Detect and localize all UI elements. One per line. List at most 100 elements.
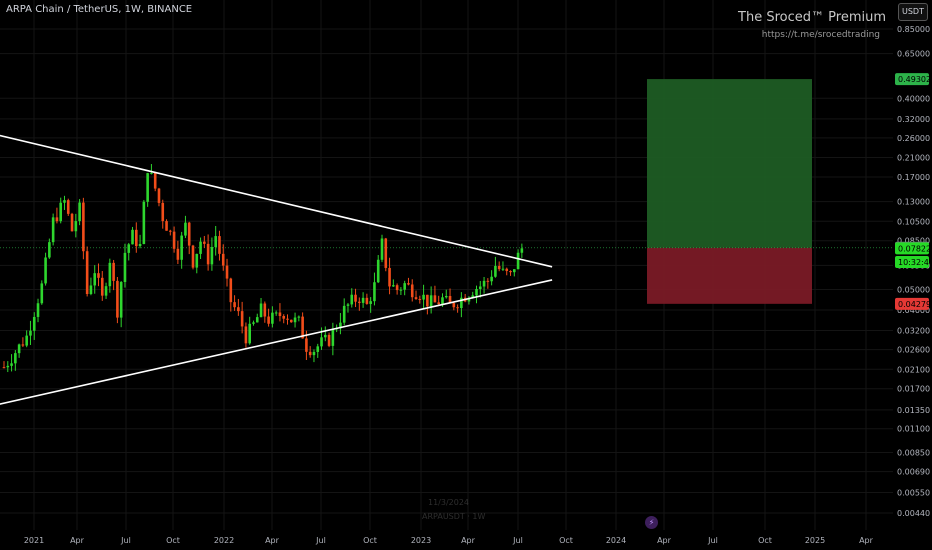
candle-body — [271, 312, 274, 324]
candle-body — [403, 283, 406, 290]
price-axis-label: 0.02600 — [897, 346, 930, 355]
candle-body — [418, 299, 422, 301]
candle-body — [66, 200, 70, 214]
candle-body — [316, 346, 320, 352]
candle-body — [40, 283, 44, 304]
candle-body — [278, 312, 282, 317]
time-axis-label: Jul — [120, 536, 131, 545]
time-axis-label: Apr — [859, 536, 874, 545]
lightning-icon[interactable]: ⚡ — [645, 516, 658, 529]
candle-body — [516, 252, 520, 270]
candle-body — [274, 312, 278, 314]
candle-body — [135, 229, 138, 247]
price-axis-label: 0.01700 — [897, 385, 930, 394]
price-axis-label: 0.01350 — [897, 406, 930, 415]
candle-body — [100, 277, 104, 296]
candle-body — [78, 202, 81, 222]
candle-body — [252, 322, 255, 324]
candle-body — [509, 271, 512, 273]
candle-body — [229, 278, 233, 303]
watermark-date: 11/3/2024 — [428, 498, 470, 507]
candle-body — [165, 221, 168, 231]
candle-body — [373, 282, 376, 302]
candle-body — [301, 316, 304, 339]
candle-body — [286, 318, 289, 320]
price-axis-label: 0.00440 — [897, 509, 930, 518]
candle-body — [388, 267, 391, 287]
price-axis-label: 0.02100 — [897, 365, 930, 374]
candle-body — [395, 285, 399, 291]
currency-button[interactable]: USDT — [898, 3, 928, 21]
candle-body — [17, 344, 21, 354]
candle-body — [305, 338, 308, 352]
candle-body — [513, 269, 516, 273]
candle-body — [112, 262, 115, 281]
time-axis-label: Apr — [265, 536, 280, 545]
candle-body — [199, 241, 202, 254]
watermark-symbol: ARPAUSDT · 1W — [422, 512, 486, 521]
candle-body — [153, 172, 157, 189]
candle-body — [456, 307, 459, 309]
time-axis-label: 2022 — [214, 536, 234, 545]
candle-body — [63, 200, 66, 203]
candle-body — [361, 297, 365, 303]
candle-body — [259, 303, 263, 318]
price-tag — [895, 297, 929, 310]
candle-body — [312, 351, 316, 356]
time-axis-label: Apr — [657, 536, 672, 545]
candle-body — [104, 286, 108, 296]
time-axis-label: 2023 — [411, 536, 431, 545]
candle-body — [161, 202, 165, 222]
long-position-zones — [0, 79, 893, 304]
price-tag-label: 0.04279 — [898, 300, 931, 309]
price-axis-label: 0.04000 — [897, 306, 930, 315]
time-axis-label: Oct — [166, 536, 180, 545]
candle-body — [384, 238, 388, 268]
candle-body — [342, 305, 346, 323]
price-axis-label: 0.00550 — [897, 488, 930, 497]
stop-zone — [647, 247, 812, 304]
candle-body — [225, 265, 229, 279]
candle-body — [116, 280, 119, 318]
time-axis-label: Oct — [758, 536, 772, 545]
candle-body — [203, 241, 206, 244]
candle-body — [308, 351, 312, 356]
candle-body — [324, 334, 327, 338]
price-axis-label: 0.05000 — [897, 286, 930, 295]
candle-body — [21, 344, 25, 346]
time-axis-label: Oct — [559, 536, 573, 545]
candle-body — [172, 231, 176, 249]
time-axis-label: 2024 — [606, 536, 626, 545]
candle-body — [127, 244, 131, 253]
candle-body — [505, 268, 509, 272]
candle-body — [146, 173, 149, 202]
candle-body — [433, 295, 437, 303]
candle-body — [82, 202, 85, 252]
symbol-title[interactable]: ARPA Chain / TetherUS, 1W, BINANCE — [6, 4, 193, 15]
candle-body — [346, 304, 350, 306]
candle-body — [10, 363, 13, 366]
candle-body — [70, 213, 74, 232]
candle-body — [191, 245, 195, 268]
candle-body — [131, 229, 134, 245]
candle-body — [59, 202, 62, 222]
candle-body — [138, 243, 142, 247]
price-axis-label: 0.32000 — [897, 115, 930, 124]
candle-body — [441, 297, 444, 305]
candle-body — [36, 303, 40, 317]
brand-link[interactable]: https://t.me/srocedtrading — [761, 30, 880, 40]
candle-body — [520, 248, 524, 253]
candle-body — [354, 294, 357, 302]
price-axis-label: 0.13000 — [897, 198, 930, 207]
price-axis-label: 0.21000 — [897, 154, 930, 163]
candle-body — [327, 334, 331, 346]
candle-body — [85, 251, 89, 295]
candle-body — [293, 317, 297, 323]
candle-body — [93, 273, 97, 286]
price-axis-label: 0.08500 — [897, 237, 930, 246]
time-axis-label: Apr — [461, 536, 476, 545]
candle-body — [350, 294, 354, 305]
candle-body — [376, 259, 380, 283]
